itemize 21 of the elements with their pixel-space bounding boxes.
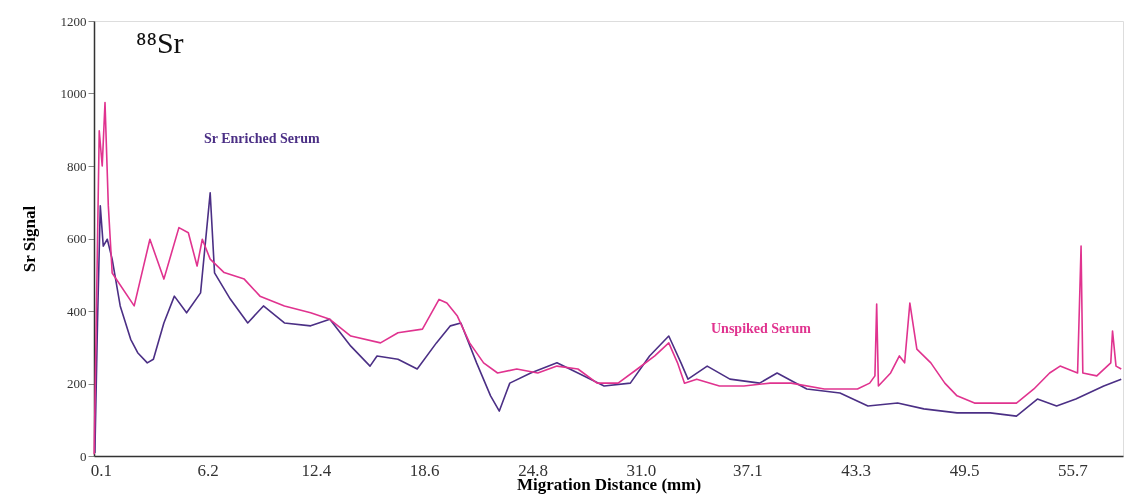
line-series: [94, 192, 1123, 454]
x-tick-label: 31.0: [626, 460, 657, 480]
x-tick-label: 55.7: [1057, 460, 1089, 480]
y-tick-label: 1000: [60, 86, 87, 101]
text: Unspiked Serum: [711, 321, 812, 336]
x-tick-label: 37.1: [733, 460, 763, 480]
y-tick-label: 400: [67, 303, 87, 319]
y-tick-label: 0: [80, 448, 87, 464]
y-tick-label: 200: [67, 376, 87, 391]
chart-title: ⁸⁸Sr: [136, 26, 184, 59]
x-tick-label: 49.5: [949, 460, 980, 480]
x-tick-label: 6.2: [197, 460, 219, 480]
x-tick-label: 12.4: [301, 460, 332, 480]
y-tick-label: 800: [67, 158, 87, 174]
y-tick-label: 600: [67, 231, 87, 246]
x-tick-label: 18.6: [409, 460, 440, 480]
text: Sr Enriched Serum: [204, 131, 320, 146]
y-tick-label: 1200: [60, 13, 87, 29]
x-tick-label: 0.1: [90, 460, 113, 480]
x-tick-label: 43.3: [841, 460, 872, 480]
y-axis-title: Sr Signal: [19, 205, 39, 273]
